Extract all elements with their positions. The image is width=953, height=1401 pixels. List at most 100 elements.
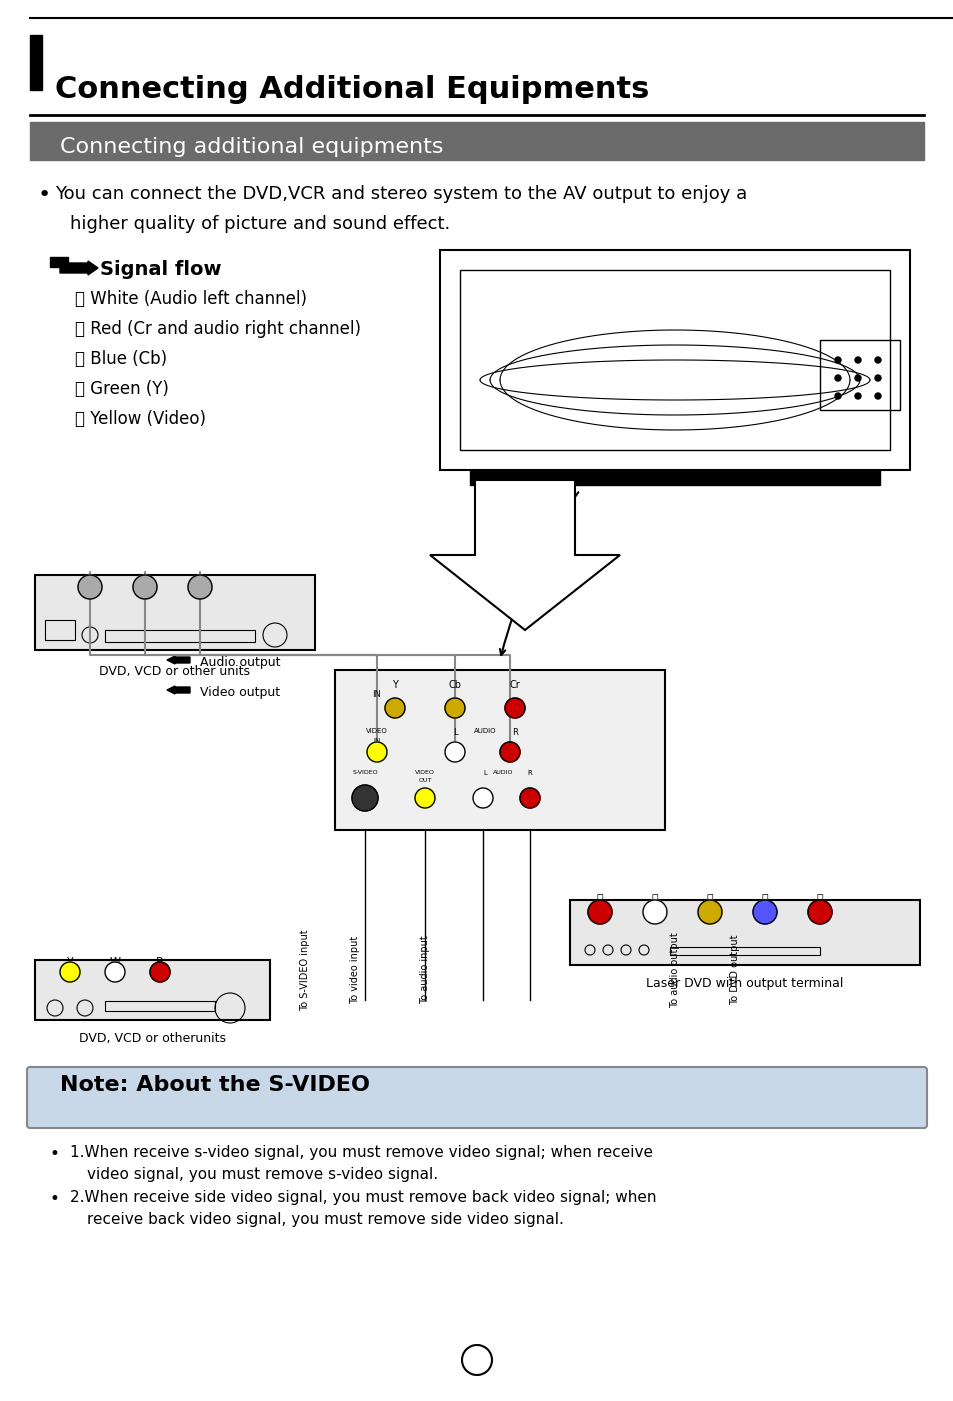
- Circle shape: [444, 698, 464, 717]
- Text: Signal flow: Signal flow: [100, 261, 221, 279]
- Circle shape: [78, 574, 102, 600]
- Text: •: •: [50, 1189, 60, 1208]
- Bar: [30, 122, 923, 160]
- Circle shape: [105, 962, 125, 982]
- Circle shape: [150, 962, 170, 982]
- Bar: [459, 270, 889, 450]
- Text: You can connect the DVD,VCR and stereo system to the AV output to enjoy a: You can connect the DVD,VCR and stereo s…: [55, 185, 746, 203]
- Circle shape: [874, 394, 880, 399]
- Text: Video output: Video output: [200, 686, 280, 699]
- Bar: [105, 630, 254, 642]
- Text: Ⓖ: Ⓖ: [706, 894, 713, 904]
- Circle shape: [60, 962, 80, 982]
- FancyBboxPatch shape: [27, 1068, 926, 1128]
- Text: R: R: [156, 957, 164, 967]
- Bar: [30, 35, 42, 90]
- Text: video signal, you must remove s-video signal.: video signal, you must remove s-video si…: [87, 1167, 437, 1182]
- Text: receive back video signal, you must remove side video signal.: receive back video signal, you must remo…: [87, 1212, 563, 1227]
- Circle shape: [854, 357, 861, 363]
- Text: OUT: OUT: [417, 778, 432, 783]
- Circle shape: [698, 899, 721, 925]
- Circle shape: [752, 899, 776, 925]
- Text: Y: Y: [67, 957, 73, 967]
- Text: •: •: [38, 185, 51, 205]
- Text: To audio input: To audio input: [419, 936, 430, 1005]
- Bar: [45, 621, 75, 640]
- Text: Laser DVD with output terminal: Laser DVD with output terminal: [645, 976, 842, 991]
- Bar: [470, 469, 879, 485]
- Circle shape: [499, 743, 519, 762]
- Text: Ⓨ Yellow (Video): Ⓨ Yellow (Video): [75, 410, 206, 427]
- Circle shape: [473, 787, 493, 808]
- Circle shape: [642, 899, 666, 925]
- Text: DVD, VCD or otherunits: DVD, VCD or otherunits: [79, 1033, 226, 1045]
- Text: To audio output: To audio output: [669, 932, 679, 1007]
- Circle shape: [854, 394, 861, 399]
- Text: •: •: [50, 1145, 60, 1163]
- Text: To video input: To video input: [350, 936, 359, 1005]
- Text: VIDEO: VIDEO: [366, 729, 388, 734]
- Circle shape: [352, 785, 377, 811]
- Text: S-VIDEO: S-VIDEO: [352, 771, 377, 775]
- Bar: [35, 574, 314, 650]
- Text: DVD, VCD or other units: DVD, VCD or other units: [99, 665, 251, 678]
- Text: Ⓦ: Ⓦ: [651, 894, 658, 904]
- Text: Ⓡ: Ⓡ: [596, 894, 602, 904]
- Circle shape: [367, 743, 387, 762]
- Polygon shape: [430, 481, 619, 630]
- Text: Cr: Cr: [509, 679, 519, 691]
- Text: 1.When receive s-video signal, you must remove video signal; when receive: 1.When receive s-video signal, you must …: [70, 1145, 652, 1160]
- FancyArrow shape: [167, 656, 190, 664]
- Circle shape: [587, 899, 612, 925]
- Circle shape: [874, 357, 880, 363]
- FancyArrow shape: [60, 261, 98, 275]
- Text: Ⓡ Red (Cr and audio right channel): Ⓡ Red (Cr and audio right channel): [75, 319, 360, 338]
- Bar: [105, 1000, 214, 1012]
- Text: 28: 28: [466, 1346, 487, 1362]
- Text: L: L: [482, 771, 486, 776]
- Text: Connecting Additional Equipments: Connecting Additional Equipments: [55, 76, 649, 104]
- FancyArrow shape: [167, 686, 190, 693]
- Text: 2.When receive side video signal, you must remove back video signal; when: 2.When receive side video signal, you mu…: [70, 1189, 656, 1205]
- Text: AUDIO: AUDIO: [474, 729, 496, 734]
- Circle shape: [854, 375, 861, 381]
- Text: L: L: [453, 729, 456, 737]
- Bar: [669, 947, 820, 955]
- Text: AUDIO: AUDIO: [493, 771, 513, 775]
- Bar: [35, 960, 270, 1020]
- Text: To S-VIDEO input: To S-VIDEO input: [299, 929, 310, 1010]
- Text: higher quality of picture and sound effect.: higher quality of picture and sound effe…: [70, 214, 450, 233]
- Circle shape: [834, 357, 841, 363]
- Text: Connecting additional equipments: Connecting additional equipments: [60, 137, 443, 157]
- Text: Note: About the S-VIDEO: Note: About the S-VIDEO: [60, 1075, 370, 1096]
- Bar: [335, 670, 664, 829]
- Text: W: W: [110, 957, 120, 967]
- Text: R: R: [527, 771, 532, 776]
- Text: Ⓑ: Ⓑ: [760, 894, 767, 904]
- Circle shape: [834, 394, 841, 399]
- Text: Ⓡ: Ⓡ: [816, 894, 822, 904]
- Bar: [569, 899, 919, 965]
- Text: IN: IN: [373, 738, 380, 744]
- Circle shape: [504, 698, 524, 717]
- Text: Audio output: Audio output: [200, 656, 280, 670]
- Text: Cb: Cb: [448, 679, 461, 691]
- Circle shape: [834, 375, 841, 381]
- Circle shape: [874, 375, 880, 381]
- Bar: [439, 249, 909, 469]
- Circle shape: [132, 574, 157, 600]
- Text: Ⓑ Blue (Cb): Ⓑ Blue (Cb): [75, 350, 167, 368]
- Bar: [50, 256, 68, 268]
- Text: VIDEO: VIDEO: [415, 771, 435, 775]
- Circle shape: [519, 787, 539, 808]
- Circle shape: [385, 698, 405, 717]
- Text: R: R: [512, 729, 517, 737]
- Circle shape: [444, 743, 464, 762]
- Text: Ⓦ White (Audio left channel): Ⓦ White (Audio left channel): [75, 290, 307, 308]
- Text: IN: IN: [373, 691, 381, 699]
- Circle shape: [807, 899, 831, 925]
- Text: Y: Y: [392, 679, 397, 691]
- Circle shape: [461, 1345, 492, 1374]
- Circle shape: [415, 787, 435, 808]
- Circle shape: [188, 574, 212, 600]
